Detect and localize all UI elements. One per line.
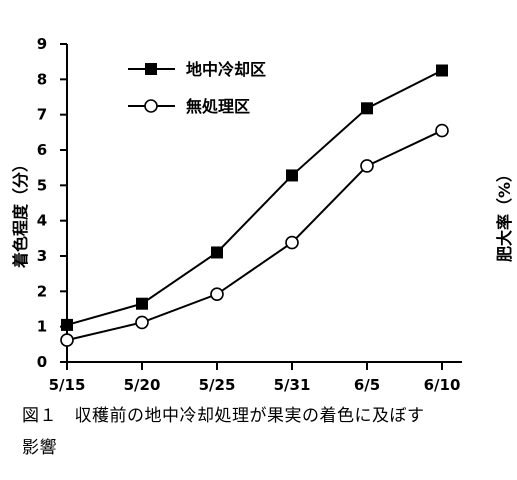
y-tick-label: 0 (37, 353, 47, 371)
data-point (135, 315, 149, 330)
caption-line-2: 影響 (22, 438, 57, 458)
x-tick-label: 5/25 (199, 376, 236, 394)
data-point (61, 318, 73, 331)
data-point (136, 297, 148, 310)
series-layer (60, 64, 449, 347)
series-1 (61, 64, 448, 331)
y-tick-label: 2 (37, 282, 47, 300)
y-tick-label: 5 (37, 176, 47, 194)
x-tick-label: 5/15 (49, 376, 86, 394)
legend-label: 地中冷却区 (186, 60, 266, 79)
legend-label: 無処理区 (186, 97, 250, 116)
legend-marker (145, 63, 157, 75)
chart: 0 1 2 3 4 5 6 7 8 9 5/15 5/20 5/25 5/31 6/5 6/10 地中冷却区無… (11, 35, 514, 394)
y-tick-label: 9 (37, 35, 47, 53)
y-tick-label: 4 (37, 212, 47, 230)
series-line (66, 69, 443, 326)
y-axis-label-right: 肥大率（%） (495, 166, 514, 262)
figure-caption: 図１ 収穫前の地中冷却処理が果実の着色に及ぼす 影響 (22, 400, 512, 464)
x-tick-label: 5/20 (124, 376, 161, 394)
tick-group: 0 1 2 3 4 5 6 7 8 9 5/15 5/20 5/25 5/31 6/5 6/10 (37, 35, 461, 394)
y-tick-label: 6 (37, 141, 47, 159)
y-axis-label-left: 着色程度（分） (11, 156, 30, 269)
y-tick-label: 8 (37, 70, 47, 88)
x-tick-label: 6/10 (424, 376, 461, 394)
data-point (360, 159, 374, 173)
x-tick-label: 5/31 (274, 376, 311, 394)
y-tick-label: 3 (37, 247, 47, 265)
data-point (211, 246, 223, 259)
data-point (286, 169, 298, 182)
y-tick-label: 7 (37, 106, 47, 124)
data-point (436, 64, 448, 77)
data-point (435, 123, 449, 138)
y-tick-label: 1 (37, 318, 47, 336)
data-point (361, 102, 373, 115)
data-point (285, 235, 299, 250)
data-point (210, 287, 224, 301)
series-line (66, 129, 443, 342)
x-tick-label: 6/5 (354, 376, 380, 394)
legend-marker (144, 99, 158, 113)
caption-line-1: 図１ 収穫前の地中冷却処理が果実の着色に及ぼす (22, 406, 425, 426)
series-2 (60, 123, 449, 347)
axes (66, 44, 462, 363)
data-point (60, 333, 74, 347)
